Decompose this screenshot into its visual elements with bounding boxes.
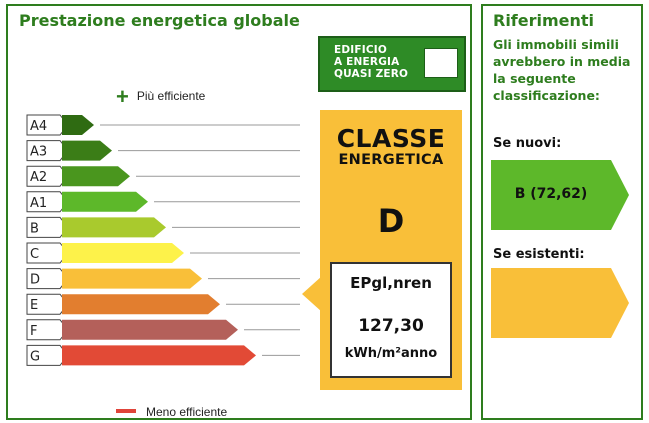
energy-class-row-b: B xyxy=(26,216,300,238)
ep-indicator-box: EPgl,nren 127,30 kWh/m²anno xyxy=(330,262,452,378)
nzeb-indicator: EDIFICIO A ENERGIA QUASI ZERO xyxy=(318,36,466,92)
energy-class-bar xyxy=(62,294,220,315)
energy-class-row-a2: A2 xyxy=(26,165,300,187)
references-title: Riferimenti xyxy=(493,11,595,30)
energy-class-box: CLASSE ENERGETICA D EPgl,nren 127,30 kWh… xyxy=(320,110,462,390)
energy-class-row-c: C xyxy=(26,242,300,264)
nzeb-label: EDIFICIO A ENERGIA QUASI ZERO xyxy=(334,44,408,80)
ep-unit: kWh/m²anno xyxy=(344,346,438,361)
energy-class-bar xyxy=(62,268,202,289)
references-description: Gli immobili simili avrebbero in media l… xyxy=(493,37,631,103)
energy-class-bar xyxy=(62,140,112,161)
class-pointer-icon xyxy=(302,276,322,312)
energy-class-row-g: G xyxy=(26,344,300,366)
energy-class-row-e: E xyxy=(26,293,300,315)
energy-class-row-a3: A3 xyxy=(26,140,300,162)
nzeb-checkbox xyxy=(424,48,458,78)
nzeb-label-line-1: EDIFICIO xyxy=(334,44,388,56)
energy-class-bar xyxy=(62,115,94,135)
energy-class-row-a1: A1 xyxy=(26,191,300,213)
plus-icon: + xyxy=(116,84,129,109)
energy-class-label: B xyxy=(30,221,39,236)
energy-class-label: A4 xyxy=(30,119,47,134)
energy-class-bar xyxy=(62,166,130,187)
less-efficient-legend: Meno efficiente xyxy=(116,405,227,419)
less-efficient-label: Meno efficiente xyxy=(146,405,228,419)
minus-icon xyxy=(116,409,136,413)
energy-class-bar xyxy=(62,191,148,212)
energy-class-label: D xyxy=(30,273,40,288)
ep-value: 127,30 xyxy=(358,316,424,336)
energy-class-bar xyxy=(62,345,256,366)
more-efficient-legend: + Più efficiente xyxy=(116,84,205,110)
existing-buildings-arrow-shape xyxy=(491,268,629,338)
new-buildings-class-arrow: B (72,62) xyxy=(491,160,631,235)
energy-class-heading: CLASSE ENERGETICA xyxy=(320,124,462,168)
energy-class-label: E xyxy=(30,298,38,313)
panel-title: Prestazione energetica globale xyxy=(19,11,300,30)
energy-class-value: D xyxy=(377,202,405,240)
energy-class-row-f: F xyxy=(26,319,300,341)
energy-class-label: A2 xyxy=(30,170,47,185)
existing-buildings-class-arrow xyxy=(491,268,631,343)
energy-class-bar xyxy=(62,319,238,340)
energy-class-label: A1 xyxy=(30,196,47,211)
existing-buildings-label: Se esistenti: xyxy=(493,247,585,262)
nzeb-label-line-3: QUASI ZERO xyxy=(334,68,409,80)
energy-class-heading-line-2: ENERGETICA xyxy=(338,152,444,168)
energy-class-heading-line-1: CLASSE xyxy=(336,124,446,153)
energy-class-bar xyxy=(62,217,166,238)
energy-class-label: G xyxy=(30,349,40,364)
energy-class-label: A3 xyxy=(30,145,47,160)
more-efficient-label: Più efficiente xyxy=(136,89,206,103)
energy-class-label: C xyxy=(30,247,39,262)
nzeb-label-line-2: A ENERGIA xyxy=(334,56,400,68)
energy-class-bar xyxy=(62,243,184,263)
global-energy-performance-panel: Prestazione energetica globale EDIFICIO … xyxy=(6,4,472,420)
energy-class-row-d: D xyxy=(26,268,300,290)
references-panel: Riferimenti Gli immobili simili avrebber… xyxy=(481,4,643,420)
new-buildings-label: Se nuovi: xyxy=(493,136,562,151)
new-buildings-class-value: B (72,62) xyxy=(514,186,588,202)
energy-class-label: F xyxy=(30,324,37,339)
new-buildings-arrow-shape xyxy=(491,160,629,230)
energy-class-row-a4: A4 xyxy=(26,114,300,136)
ep-label: EPgl,nren xyxy=(350,274,432,292)
